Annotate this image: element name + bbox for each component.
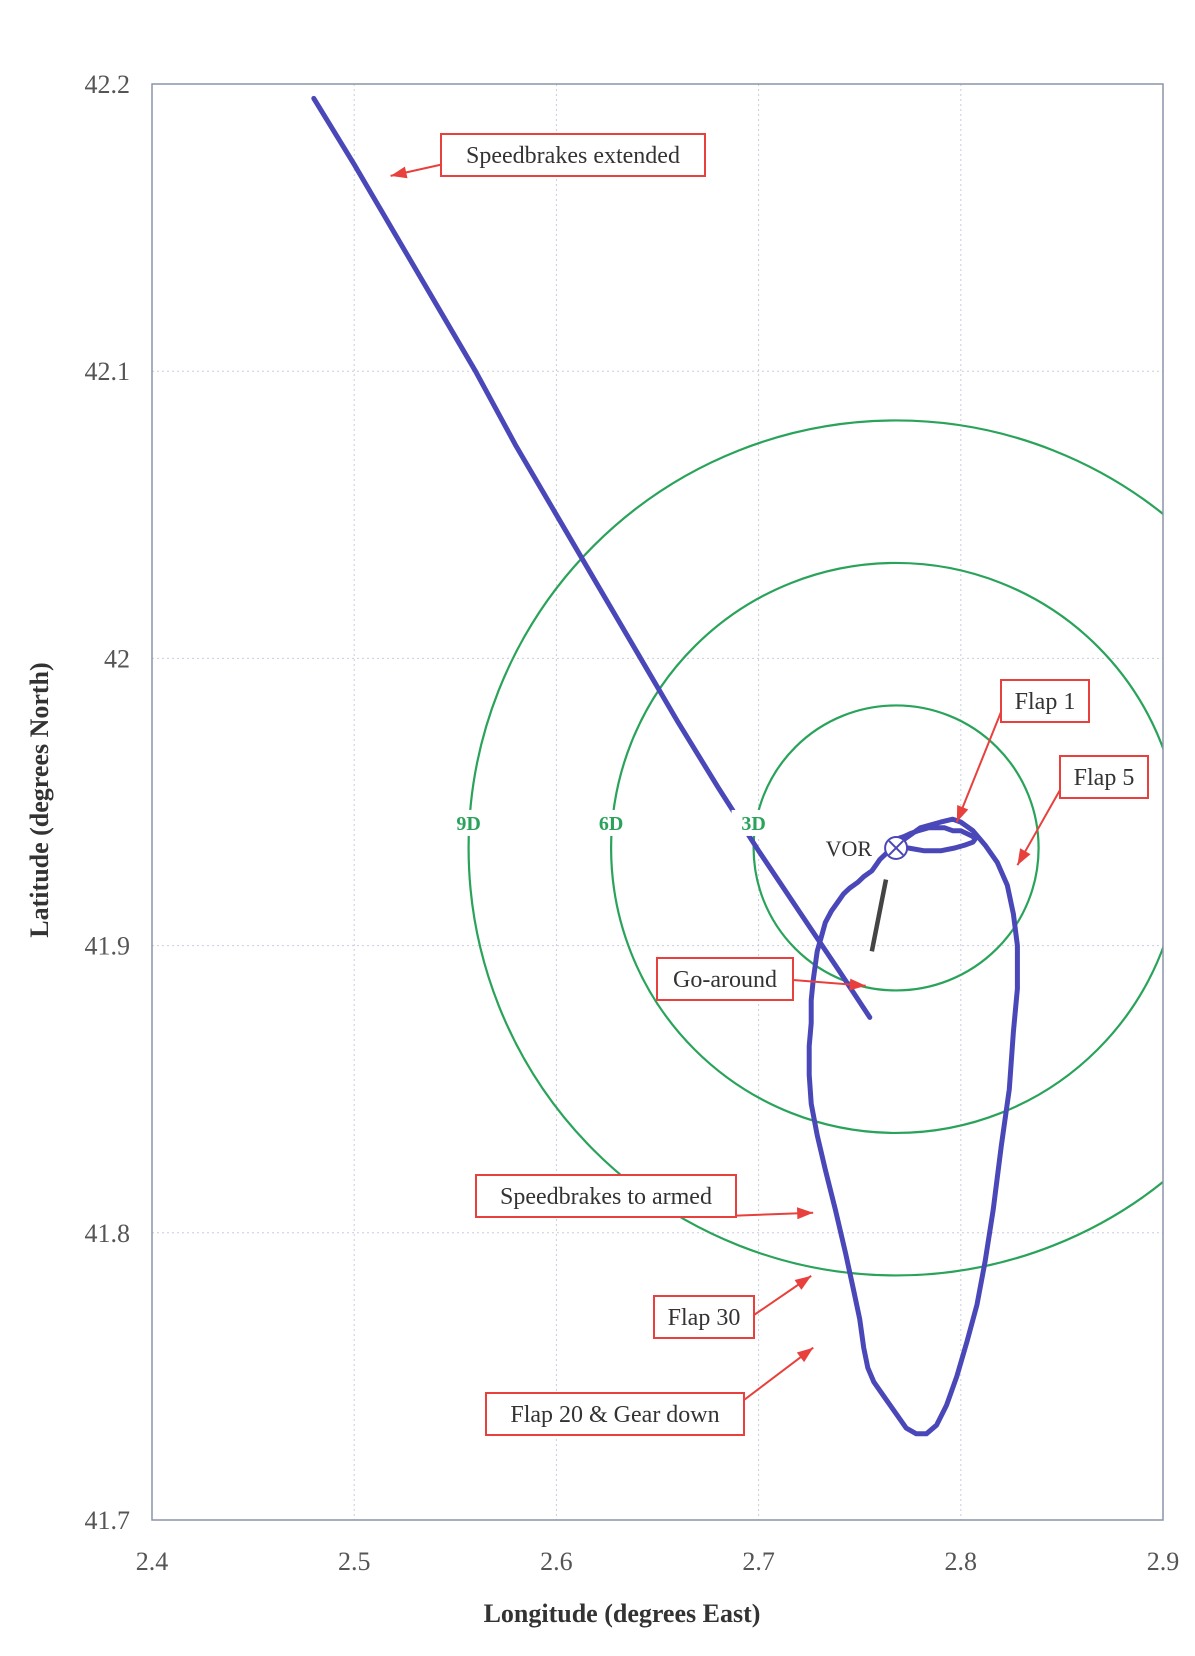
annotation-box: [653, 1295, 755, 1339]
annotation-box: [475, 1174, 737, 1218]
annotation-callout: Speedbrakes to armed: [475, 1174, 814, 1220]
y-axis-title: Latitude (degrees North): [25, 662, 54, 937]
annotation-arrowhead: [1017, 848, 1031, 866]
y-tick-label: 42.1: [85, 357, 131, 386]
ring-label-9d: 9D: [456, 813, 480, 835]
runway: [869, 879, 889, 952]
annotation-arrowhead: [849, 978, 866, 991]
range-ring-6d: [610, 561, 1163, 1134]
ring-label-bg: [589, 809, 634, 836]
range-ring-9d: [467, 419, 1163, 1277]
annotation-callout: Flap 20 & Gear down: [485, 1346, 814, 1436]
y-tick-label: 42: [104, 644, 130, 673]
annotation-label: Flap 30: [668, 1305, 741, 1331]
annotation-label: Go-around: [673, 967, 777, 993]
vor-icon-cross-b: [888, 840, 904, 856]
annotation-label: Speedbrakes extended: [466, 143, 680, 169]
x-tick-label: 2.6: [540, 1547, 573, 1576]
annotation-box: [1059, 755, 1149, 799]
annotation-arrowhead: [796, 1347, 814, 1363]
annotation-label: Flap 1: [1015, 689, 1076, 715]
plot-frame: [151, 83, 1164, 1521]
annotation-box: [485, 1392, 745, 1436]
ring-label-bg: [446, 809, 491, 836]
flight-track: VOR: [311, 95, 1020, 1437]
annotation-arrow: [955, 711, 1002, 823]
track-segment-approach: [311, 95, 873, 1020]
x-tick-label: 2.4: [136, 1547, 169, 1576]
annotation-callout: Flap 30: [653, 1275, 812, 1339]
plot-border: [151, 83, 1164, 1521]
annotation-label: Speedbrakes to armed: [500, 1184, 712, 1210]
track-segment-pattern: [806, 816, 1020, 1437]
x-tick-label: 2.9: [1147, 1547, 1180, 1576]
annotation-callout: Flap 5: [1016, 755, 1149, 866]
range-ring-3d: [752, 704, 1040, 992]
x-tick-label: 2.7: [742, 1547, 775, 1576]
x-tick-label: 2.8: [945, 1547, 978, 1576]
annotation-arrowhead: [797, 1207, 814, 1220]
y-tick-label: 42.2: [85, 70, 131, 99]
annotation-arrowhead: [390, 166, 408, 179]
x-tick-label: 2.5: [338, 1547, 371, 1576]
y-tick-label: 41.7: [85, 1506, 131, 1535]
x-axis-title: Longitude (degrees East): [484, 1599, 761, 1628]
y-tick-label: 41.8: [85, 1219, 131, 1248]
annotation-box: [440, 133, 706, 177]
ring-label-bg: [731, 809, 776, 836]
annotation-callout: Speedbrakes extended: [390, 133, 706, 179]
annotation-arrowhead: [956, 805, 969, 823]
annotation-arrowhead: [794, 1275, 812, 1290]
ring-label-6d: 6D: [599, 813, 623, 835]
annotation-box: [656, 957, 794, 1001]
annotation-label: Flap 20 & Gear down: [510, 1402, 719, 1428]
tick-labels: 2.4 2.5 2.6 2.7 2.8 2.9 41.7 41.8 41.9 42 42.1 42.2: [85, 70, 1180, 1576]
annotation-callout: Go-around: [656, 957, 866, 1001]
annotations: 3D 6D 9D Speedbrakes extended Flap 1 Flap 5 Go…: [390, 133, 1149, 1436]
annotation-label: Flap 5: [1074, 765, 1135, 791]
annotation-callout: Flap 1: [955, 679, 1090, 823]
vor-label: VOR: [826, 836, 873, 861]
y-tick-label: 41.9: [85, 932, 131, 961]
annotation-box: [1000, 679, 1090, 723]
range-rings: [467, 419, 1163, 1277]
ring-label-3d: 3D: [741, 813, 765, 835]
